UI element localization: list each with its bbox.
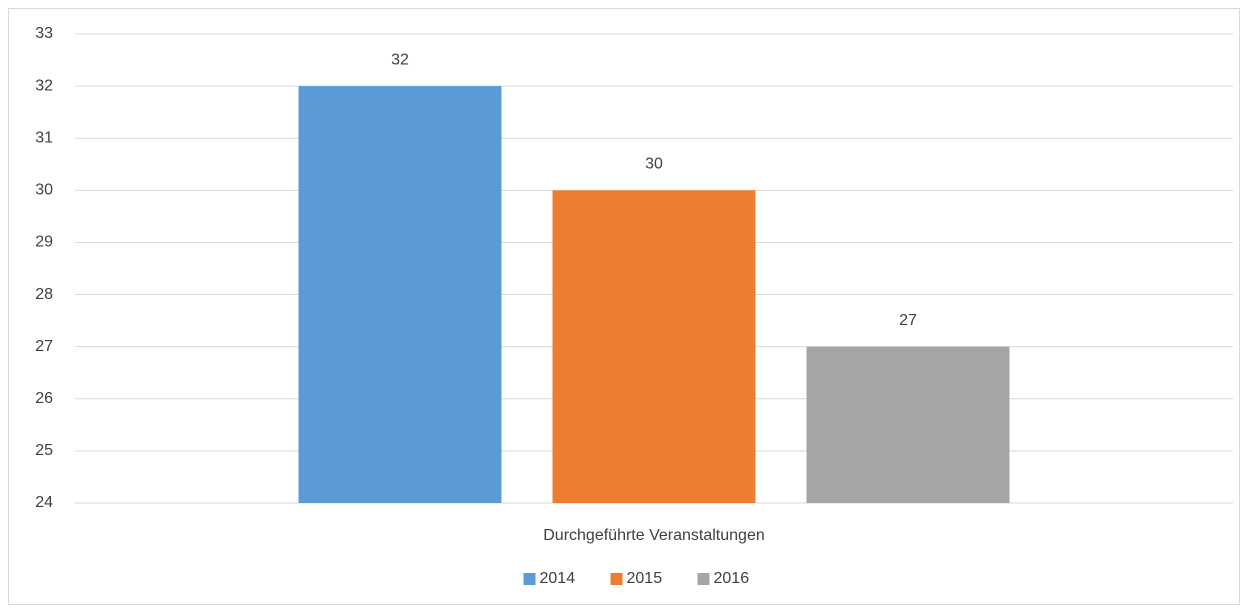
y-tick-label: 26	[35, 390, 53, 407]
y-tick-label: 25	[35, 442, 53, 459]
legend-label: 2015	[627, 570, 663, 587]
bar	[806, 346, 1010, 503]
y-tick-label: 32	[35, 77, 53, 94]
legend-label: 2016	[714, 570, 750, 587]
x-tick-label: Durchgeführte Veranstaltungen	[543, 527, 764, 544]
data-label: 30	[645, 156, 663, 173]
bar	[298, 86, 502, 503]
y-tick-label: 31	[35, 129, 53, 146]
y-tick-label: 29	[35, 234, 53, 251]
y-tick-label: 28	[35, 286, 53, 303]
y-tick-label: 33	[35, 25, 53, 42]
y-tick-label: 27	[35, 338, 53, 355]
legend-swatch	[523, 573, 536, 585]
bar	[552, 190, 756, 504]
legend-swatch	[610, 573, 623, 585]
data-label: 27	[899, 312, 917, 329]
y-tick-label: 24	[35, 494, 53, 511]
y-tick-label: 30	[35, 182, 53, 199]
legend-label: 2014	[540, 570, 576, 587]
data-label: 32	[391, 51, 409, 68]
legend-swatch	[697, 573, 710, 585]
